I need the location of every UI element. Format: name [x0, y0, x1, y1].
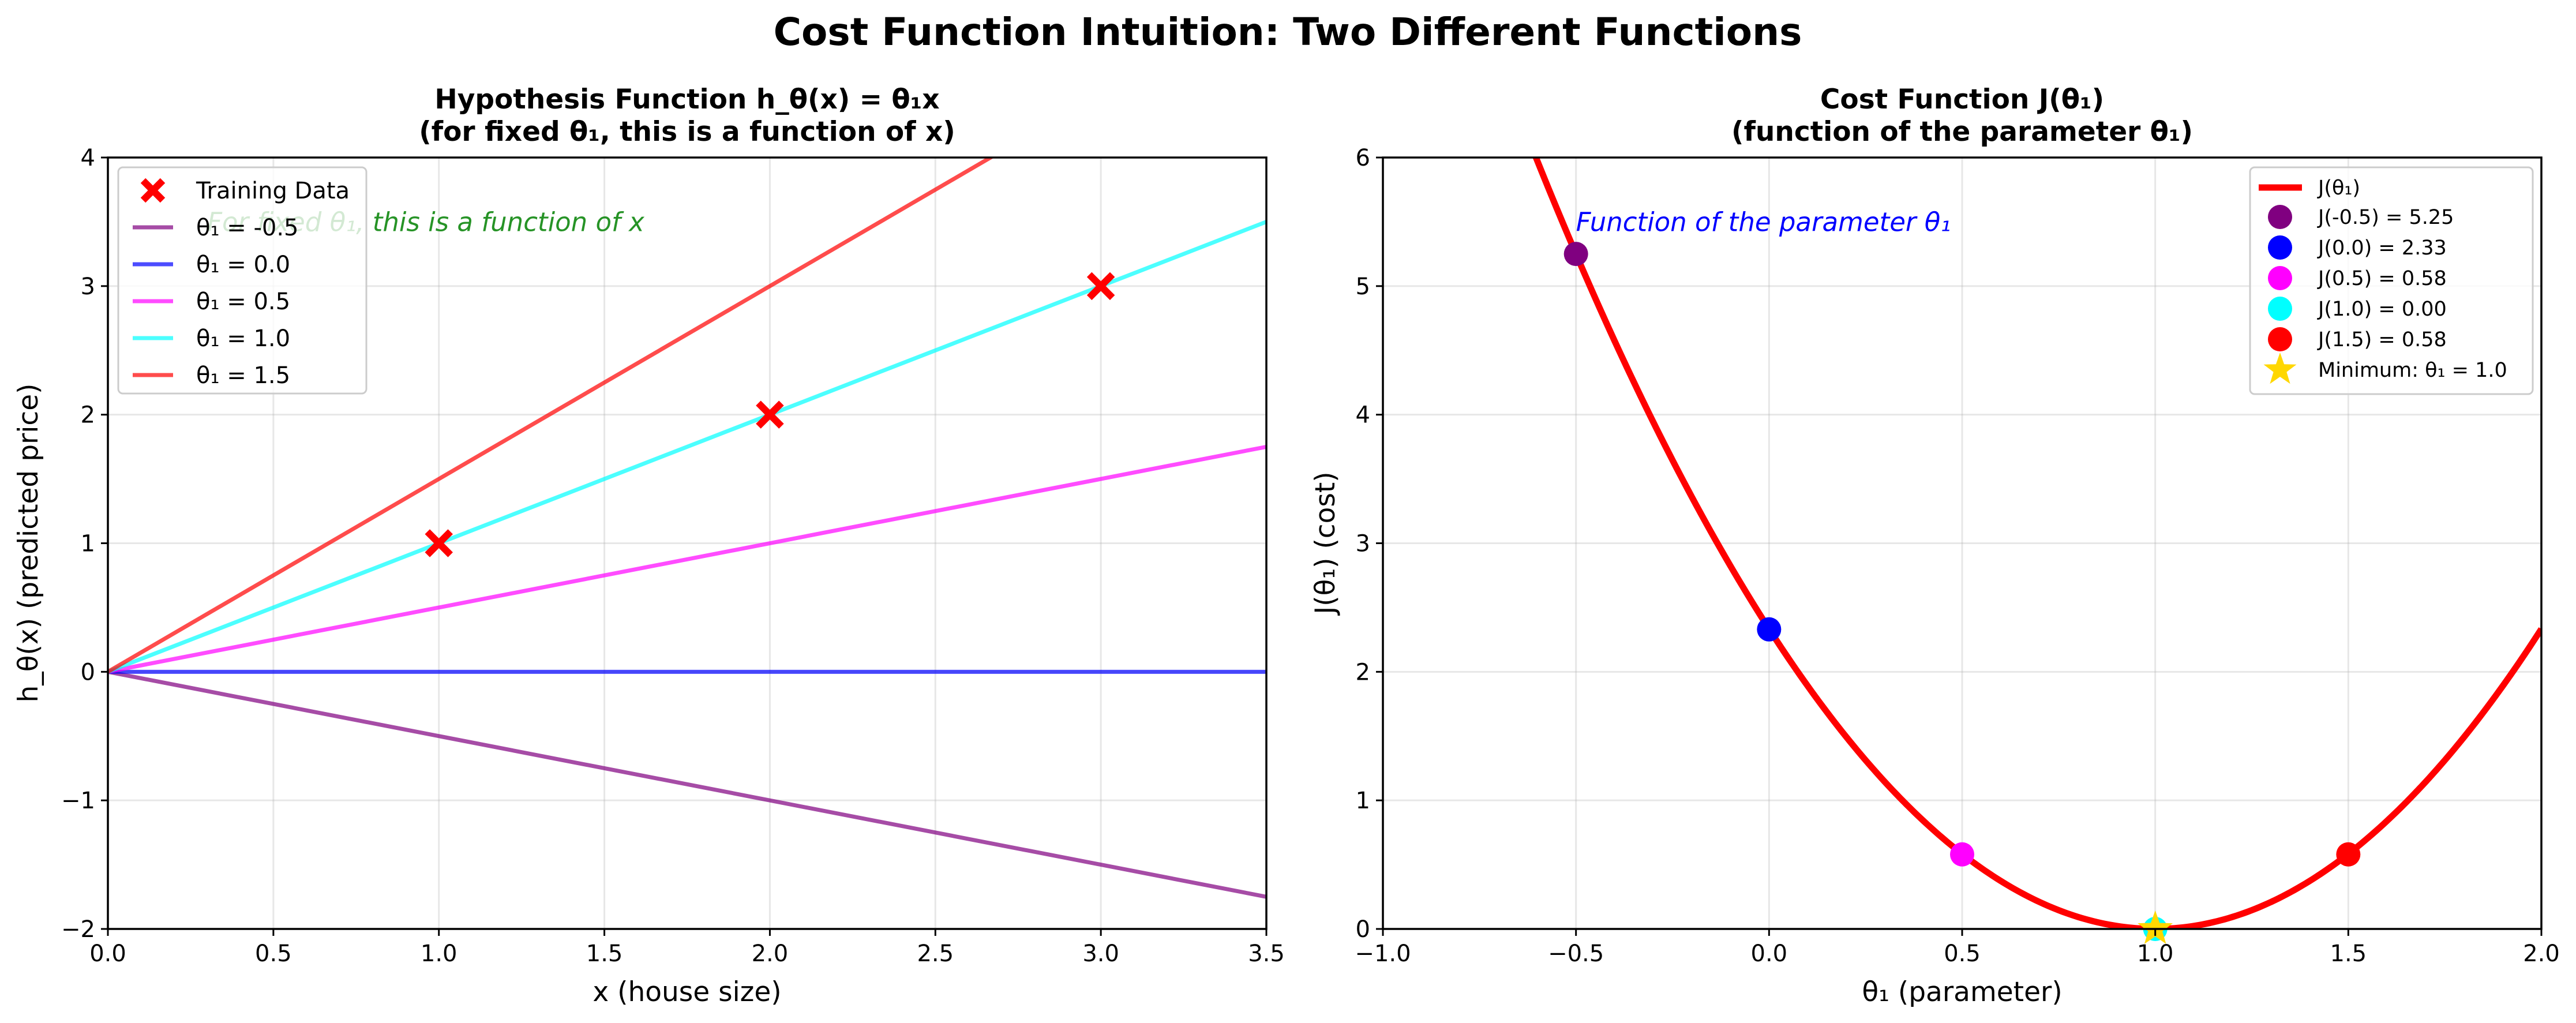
cost-grid [1382, 156, 2543, 930]
hypothesis-title-line1: Hypothesis Function h_θ(x) = θ₁x [434, 84, 939, 115]
legend-point-marker [2268, 297, 2292, 321]
hypothesis-xtick-label: 0.0 [89, 940, 126, 967]
cost-ytick-label: 5 [1356, 273, 1370, 300]
cost-xtick-label: 2.0 [2523, 940, 2560, 967]
hypothesis-axes-ticks: 0.0 0.5 1.0 1.5 2.0 2.5 3.0 3.5 −2 −1 0 1 2 3 4 [61, 145, 1285, 967]
hypothesis-xtick-label: 3.0 [1082, 940, 1119, 967]
hypothesis-xtick-label: 2.5 [917, 940, 954, 967]
hypothesis-line [108, 444, 1266, 674]
minimum-star [2138, 910, 2173, 944]
legend-training-marker [140, 178, 166, 203]
cost-title-line1: Cost Function J(θ₁) [1820, 84, 2104, 115]
cost-axes-ticks: −1.0 −0.5 0.0 0.5 1.0 1.5 2.0 0 1 2 3 4 5 6 [1355, 145, 2559, 967]
hypothesis-xtick-label: 1.0 [421, 940, 458, 967]
hypothesis-xtick-label: 0.5 [255, 940, 292, 967]
legend-point-label: J(0.5) = 0.58 [2317, 267, 2447, 290]
hypothesis-xlabel: x (house size) [593, 976, 781, 1008]
cost-legend: J(θ₁) J(-0.5) = 5.25 J(0.0) = 2.33 J(0.5) =… [2249, 166, 2534, 395]
cost-xtick-label: 0.0 [1751, 940, 1788, 967]
legend-minimum-star [2263, 353, 2297, 384]
legend-point-marker [2268, 235, 2292, 260]
training-point [1086, 272, 1115, 301]
legend-point-marker [2268, 327, 2292, 351]
hypothesis-ytick-label: −1 [61, 788, 95, 814]
cost-ytick-label: 3 [1356, 531, 1370, 557]
legend-line-label: θ₁ = 1.0 [196, 325, 290, 352]
hypothesis-title-line2: (for fixed θ₁, this is a function of x) [419, 116, 955, 148]
legend-curve-label: J(θ₁) [2317, 177, 2360, 200]
hypothesis-xtick-label: 2.0 [752, 940, 789, 967]
legend-point-label: J(1.0) = 0.00 [2317, 298, 2447, 321]
cost-annotation: Function of the parameter θ₁ [1576, 207, 1951, 237]
cost-xlabel: θ₁ (parameter) [1862, 976, 2062, 1008]
cost-title-line2: (function of the parameter θ₁) [1731, 116, 2193, 148]
hypothesis-ytick-label: 2 [81, 402, 95, 429]
cost-ytick-label: 6 [1356, 145, 1370, 171]
hypothesis-legend-box [117, 166, 368, 395]
cost-point [1950, 842, 1974, 867]
training-point [756, 400, 784, 429]
legend-point-label: J(0.0) = 2.33 [2317, 237, 2447, 260]
cost-xtick-label: 0.5 [1944, 940, 1981, 967]
hypothesis-ytick-label: 4 [81, 145, 95, 171]
legend-line-label: θ₁ = 1.5 [196, 362, 290, 389]
figure-title: Cost Function Intuition: Two Different F… [774, 10, 1802, 54]
training-points [425, 272, 1115, 557]
legend-line-label: θ₁ = 0.0 [196, 252, 290, 278]
legend-line-label: θ₁ = 0.5 [196, 288, 290, 315]
cost-point [2336, 842, 2361, 867]
cost-point [1563, 242, 1588, 267]
cost-point [1757, 617, 1782, 642]
legend-training-label: Training Data [196, 178, 350, 204]
hypothesis-line [108, 669, 1266, 899]
legend-point-label: J(-0.5) = 5.25 [2317, 206, 2454, 229]
cost-ytick-label: 0 [1356, 916, 1370, 943]
legend-point-marker [2268, 205, 2292, 229]
cost-ylabel: J(θ₁) (cost) [1310, 471, 1341, 616]
cost-ytick-label: 1 [1356, 788, 1370, 814]
cost-ytick-label: 2 [1356, 659, 1370, 685]
hypothesis-xtick-label: 1.5 [586, 940, 623, 967]
training-point [425, 529, 453, 557]
cost-panel: Cost Function J(θ₁) (function of the par… [1310, 84, 2560, 1008]
cost-xtick-label: −0.5 [1548, 940, 1604, 967]
hypothesis-lines [108, 158, 1266, 899]
legend-minimum-label: Minimum: θ₁ = 1.0 [2318, 359, 2507, 382]
legend-point-label: J(1.5) = 0.58 [2317, 328, 2447, 351]
hypothesis-legend: Training Data θ₁ = -0.5 θ₁ = 0.0 θ₁ = 0.5 θ₁… [117, 166, 368, 395]
hypothesis-ytick-label: 0 [81, 659, 95, 685]
cost-xtick-label: 1.5 [2330, 940, 2367, 967]
legend-point-marker [2268, 266, 2292, 290]
hypothesis-xtick-label: 3.5 [1248, 940, 1285, 967]
hypothesis-ylabel: h_θ(x) (predicted price) [13, 383, 44, 702]
hypothesis-panel: Hypothesis Function h_θ(x) = θ₁x (for fi… [13, 84, 1285, 1008]
hypothesis-line [108, 220, 1266, 674]
hypothesis-ytick-label: −2 [61, 916, 95, 943]
cost-xtick-label: 1.0 [2137, 940, 2174, 967]
hypothesis-line [108, 158, 995, 674]
cost-ytick-label: 4 [1356, 402, 1370, 429]
hypothesis-ytick-label: 1 [81, 531, 95, 557]
hypothesis-ytick-label: 3 [81, 273, 95, 300]
cost-legend-box [2249, 166, 2534, 395]
cost-points [1563, 242, 2361, 944]
cost-xtick-label: −1.0 [1355, 940, 1411, 967]
legend-line-label: θ₁ = -0.5 [196, 215, 299, 241]
